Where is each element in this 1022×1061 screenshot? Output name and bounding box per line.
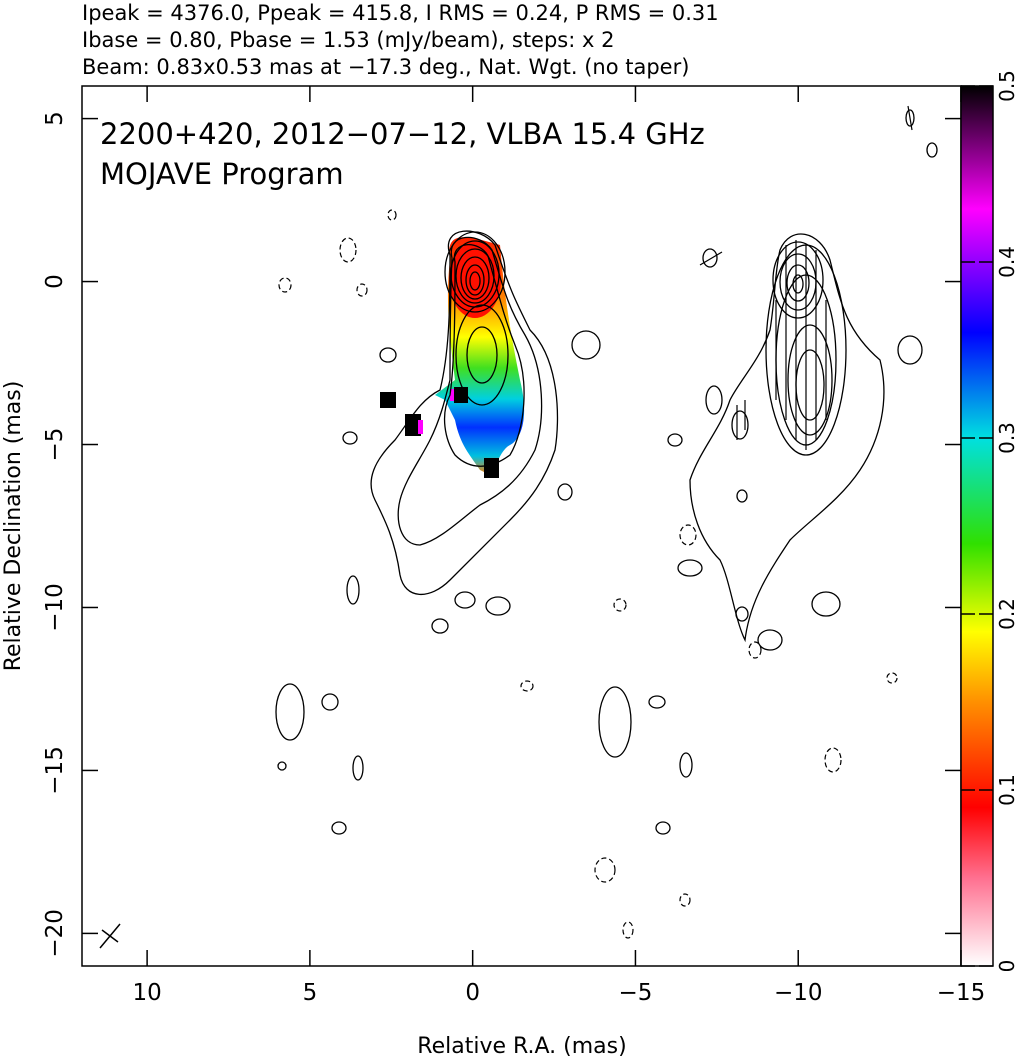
contours-left <box>275 209 601 835</box>
contour-negative <box>339 237 357 263</box>
contour <box>655 821 671 835</box>
contour <box>677 559 703 577</box>
title-line: Ibase = 0.80, Pbase = 1.53 (mJy/beam), s… <box>82 28 614 52</box>
contour <box>598 686 632 758</box>
x-tick-label: −15 <box>937 980 986 1006</box>
contour <box>450 240 500 308</box>
contour <box>705 385 723 415</box>
contour <box>926 142 938 158</box>
colorbar-tick-label: 0.2 <box>995 598 1019 630</box>
contour <box>465 264 485 296</box>
polarization-pixel <box>484 458 499 478</box>
contour-negative <box>886 672 898 684</box>
y-axis-label: Relative Declination (mas) <box>1 381 26 672</box>
colorbar-tick-label: 0.3 <box>995 422 1019 454</box>
contour <box>397 236 543 546</box>
annotations: 2200+420, 2012−07−12, VLBA 15.4 GHz MOJA… <box>100 117 705 191</box>
contour <box>466 326 498 384</box>
colorbar <box>960 85 994 967</box>
x-axis-label: Relative R.A. (mas) <box>417 1034 626 1059</box>
plot-frame <box>81 85 962 967</box>
colorbar-tick-label: 0.1 <box>995 774 1019 806</box>
polarization-image <box>380 237 525 478</box>
contour <box>346 575 360 605</box>
contours-right <box>594 105 938 939</box>
contour-negative <box>356 283 368 297</box>
contour <box>460 256 490 300</box>
x-tick-label: 0 <box>465 980 480 1006</box>
y-tick-label: −15 <box>42 746 68 795</box>
polarization-vectors <box>699 105 913 450</box>
y-tick-label: −5 <box>42 428 68 462</box>
contour <box>379 347 397 363</box>
beam <box>99 923 121 949</box>
contour <box>370 230 559 596</box>
x-tick-label: −10 <box>774 980 823 1006</box>
contour-negative <box>387 209 397 221</box>
contour <box>352 755 364 781</box>
contour-negative <box>278 277 292 293</box>
contour <box>757 629 783 651</box>
contour <box>786 264 810 302</box>
contour <box>736 489 748 503</box>
y-tick-label: −20 <box>42 909 68 958</box>
contour <box>277 761 287 771</box>
contour-negative <box>613 598 627 612</box>
contour <box>772 241 824 319</box>
contour <box>455 248 495 304</box>
contour <box>667 433 683 447</box>
x-tick-label: 10 <box>132 980 161 1006</box>
annotation: 2200+420, 2012−07−12, VLBA 15.4 GHz <box>100 117 705 151</box>
contour <box>342 431 358 445</box>
contour <box>571 330 601 360</box>
contour-negative <box>520 680 534 692</box>
contour <box>735 606 749 622</box>
contour-negative <box>622 921 634 939</box>
contour <box>679 752 693 778</box>
contour <box>811 591 841 617</box>
y-tick-label: 0 <box>42 274 68 289</box>
colorbar-tick-label: 0.4 <box>995 246 1019 278</box>
contour-negative <box>679 893 691 907</box>
contour <box>795 349 825 421</box>
contour <box>702 248 718 268</box>
contour <box>331 821 347 835</box>
contour <box>444 231 506 313</box>
contour <box>905 109 915 127</box>
contour <box>792 274 804 294</box>
title-line: Ipeak = 4376.0, Ppeak = 415.8, I RMS = 0… <box>82 1 719 25</box>
y-tick-label: −10 <box>42 583 68 632</box>
contour <box>431 618 449 634</box>
polarization-pixel <box>380 392 396 408</box>
colorbar-tick-label: 0 <box>995 960 1019 973</box>
contour <box>689 233 885 643</box>
x-tick-label: 5 <box>303 980 318 1006</box>
y-tick-label: 5 <box>42 111 68 126</box>
contour <box>454 591 476 609</box>
contour <box>787 324 833 436</box>
colorbar-tick-label: 0.5 <box>995 70 1019 102</box>
contour-negative <box>748 641 762 659</box>
contour <box>321 693 339 711</box>
annotation: MOJAVE Program <box>100 157 344 191</box>
contour <box>275 683 305 741</box>
contour <box>731 410 749 440</box>
contour-negative <box>824 747 842 773</box>
polarization-pixel <box>418 420 423 434</box>
contour <box>897 335 923 365</box>
contour <box>648 695 666 709</box>
polarization-pixel <box>450 389 454 401</box>
x-tick-label: −5 <box>618 980 652 1006</box>
polarization-core <box>449 242 501 318</box>
title-line: Beam: 0.83x0.53 mas at −17.3 deg., Nat. … <box>82 55 689 79</box>
contour-negative <box>594 857 616 883</box>
contour-negative <box>679 524 697 546</box>
contour <box>469 271 481 291</box>
contour <box>557 483 573 501</box>
contour <box>485 596 511 616</box>
title-block: Ipeak = 4376.0, Ppeak = 415.8, I RMS = 0… <box>82 1 719 79</box>
